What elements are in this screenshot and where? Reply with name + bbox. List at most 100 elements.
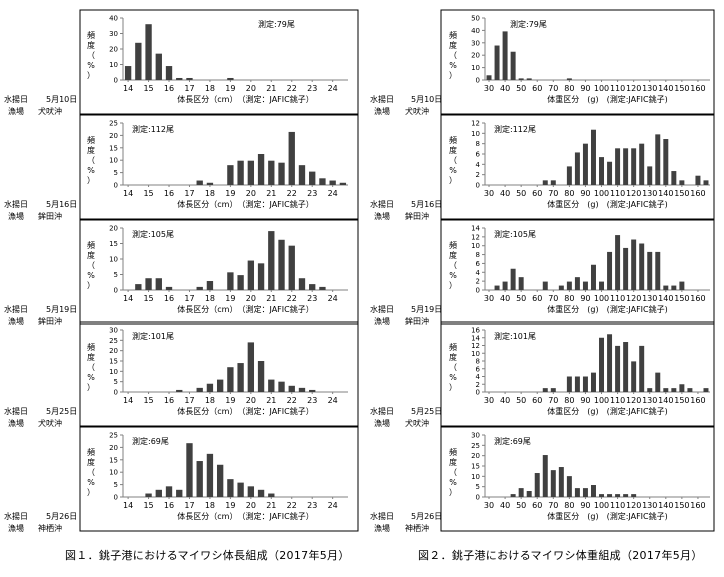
landing-date-label: 水揚日 xyxy=(4,511,28,521)
y-tick-label: 5 xyxy=(114,169,118,177)
y-tick-label: 0 xyxy=(114,182,118,190)
bar xyxy=(623,494,629,497)
x-tick-label: 120 xyxy=(626,189,641,198)
x-tick-label: 19 xyxy=(225,84,235,93)
y-axis-label-char: ） xyxy=(449,488,457,497)
y-tick-label: 10 xyxy=(471,473,480,481)
bar xyxy=(502,31,508,81)
y-axis-label-char: % xyxy=(87,478,95,487)
bar xyxy=(135,284,142,290)
x-tick-label: 90 xyxy=(580,189,590,198)
y-axis-label-char: 度 xyxy=(449,145,457,155)
x-tick-label: 17 xyxy=(184,396,194,405)
bar xyxy=(550,180,556,185)
fishing-ground-value: 鉾田沖 xyxy=(405,211,429,221)
bar xyxy=(574,152,580,185)
x-tick-label: 100 xyxy=(594,501,609,510)
bar xyxy=(288,131,295,185)
y-axis-label-char: 頻 xyxy=(87,30,95,40)
y-tick-label: 20 xyxy=(109,132,118,140)
bar xyxy=(298,165,306,185)
x-tick-label: 120 xyxy=(626,396,641,405)
y-tick-label: 10 xyxy=(109,368,118,376)
landing-date-value: 5月19日 xyxy=(46,305,77,314)
weight-panel-2: 0 2 4 6 8 10 12 30 40 50 60 70 80 90 100 110 120 130 140 15… xyxy=(440,114,715,220)
y-tick-label: 5 xyxy=(114,271,118,279)
y-axis-label-char: 度 xyxy=(87,40,95,50)
y-tick-label: 10 xyxy=(471,64,480,72)
y-tick-label: 25 xyxy=(471,442,480,450)
sample-count-label: 測定:69尾 xyxy=(132,436,169,446)
bar xyxy=(631,239,637,290)
bar xyxy=(582,143,588,185)
x-tick-label: 70 xyxy=(548,294,558,303)
y-tick-label: 40 xyxy=(109,15,118,23)
bar xyxy=(247,486,255,497)
y-tick-label: 6 xyxy=(476,260,481,268)
sample-count-label: 測定:79尾 xyxy=(258,19,295,29)
x-tick-label: 16 xyxy=(164,294,174,303)
y-tick-label: 10 xyxy=(109,469,118,477)
y-tick-label: 8 xyxy=(476,358,480,366)
landing-date-value: 5月10日 xyxy=(411,95,442,104)
bar xyxy=(631,494,637,497)
x-tick-label: 50 xyxy=(516,84,526,93)
y-tick-label: 15 xyxy=(109,144,118,152)
bar xyxy=(339,182,347,185)
bar xyxy=(679,180,685,185)
x-tick-label: 60 xyxy=(532,189,542,198)
x-tick-label: 21 xyxy=(266,396,276,405)
bar xyxy=(590,372,596,392)
bar xyxy=(268,379,275,392)
bar xyxy=(647,251,653,290)
y-axis-label-char: 頻 xyxy=(449,30,457,40)
bar xyxy=(599,494,605,497)
bar xyxy=(510,268,516,290)
x-tick-label: 40 xyxy=(500,396,510,405)
x-axis-label: 体重区分 (g) (測定:JAFIC銚子) xyxy=(547,94,668,104)
bar xyxy=(558,467,564,497)
x-tick-label: 120 xyxy=(626,501,641,510)
x-tick-label: 160 xyxy=(690,501,705,510)
bar xyxy=(494,45,500,80)
x-tick-label: 80 xyxy=(564,501,574,510)
bar xyxy=(176,77,183,80)
y-axis-label-char: （ xyxy=(87,261,95,270)
y-axis-label-char: （ xyxy=(449,363,457,372)
bar xyxy=(257,154,265,185)
fishing-ground-value: 犬吠沖 xyxy=(405,418,429,428)
bar xyxy=(510,51,516,80)
y-axis-label-char: 頻 xyxy=(87,342,95,352)
x-tick-label: 18 xyxy=(205,501,215,510)
x-tick-label: 130 xyxy=(642,84,657,93)
x-tick-label: 130 xyxy=(642,294,657,303)
y-tick-label: 4 xyxy=(476,161,481,169)
y-axis-label-char: 頻 xyxy=(87,135,95,145)
bar xyxy=(135,42,142,80)
x-tick-label: 22 xyxy=(287,294,297,303)
bar xyxy=(196,461,203,497)
x-tick-label: 14 xyxy=(123,294,133,303)
sample-count-label: 測定:112尾 xyxy=(132,124,174,134)
y-axis-label-char: % xyxy=(449,373,457,382)
bar xyxy=(671,388,677,392)
y-tick-label: 4 xyxy=(476,269,481,277)
bar xyxy=(288,385,295,392)
fishing-ground-value: 犬吠沖 xyxy=(38,106,62,116)
panel-frame xyxy=(440,114,715,220)
bar xyxy=(196,180,203,185)
x-tick-label: 24 xyxy=(328,501,338,510)
x-axis-label: 体重区分 (g) (測定:JAFIC銚子) xyxy=(547,511,668,521)
x-tick-label: 30 xyxy=(484,84,494,93)
y-tick-label: 8 xyxy=(476,140,480,148)
bar xyxy=(526,491,532,497)
bar xyxy=(671,285,677,290)
y-axis-label-char: 度 xyxy=(449,250,457,260)
bar xyxy=(631,361,637,392)
x-tick-label: 18 xyxy=(205,84,215,93)
x-tick-label: 50 xyxy=(516,501,526,510)
bar xyxy=(155,489,162,497)
bar xyxy=(590,485,596,497)
